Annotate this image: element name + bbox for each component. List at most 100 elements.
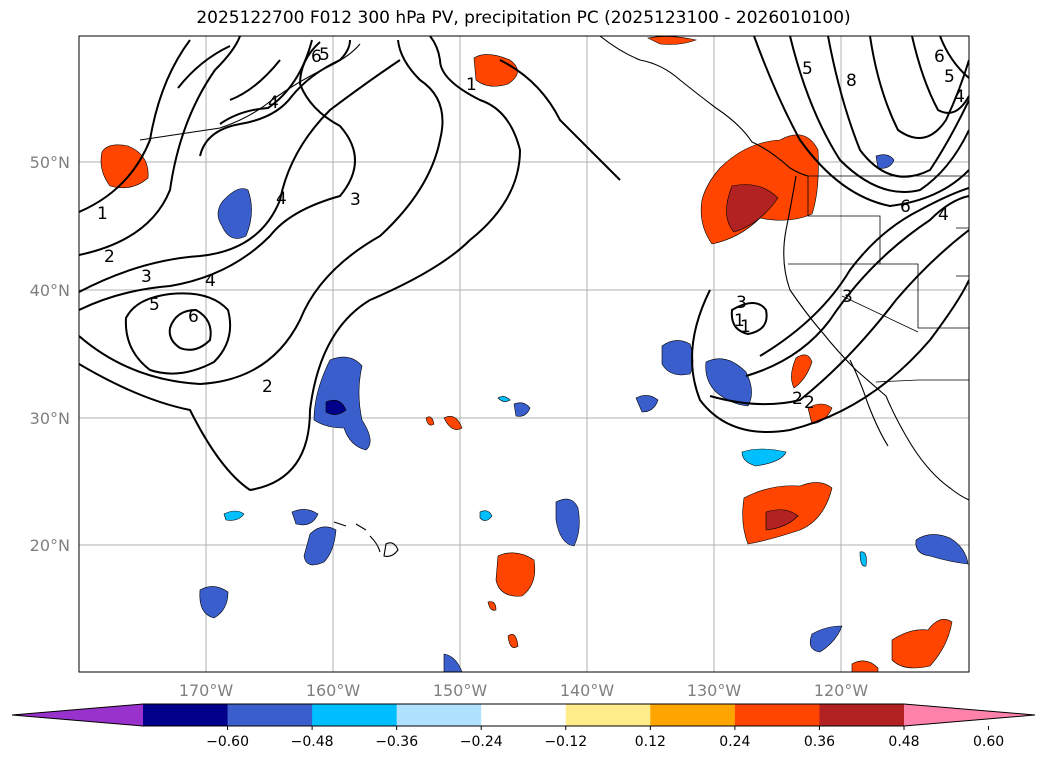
lon-label: 160°W bbox=[306, 681, 361, 700]
precip-negative-area bbox=[497, 396, 511, 402]
contour-label: 1 bbox=[466, 75, 477, 95]
precip-negative-area bbox=[705, 358, 752, 407]
precip-negative-area bbox=[809, 625, 843, 653]
colorbar-segment bbox=[143, 704, 229, 726]
lat-label: 50°N bbox=[30, 153, 70, 172]
lat-label: 40°N bbox=[30, 281, 70, 300]
border-us-mexico bbox=[875, 379, 969, 383]
state-border bbox=[841, 295, 919, 333]
lon-label: 130°W bbox=[687, 681, 742, 700]
pv-contour-4-east bbox=[759, 187, 969, 357]
colorbar-tick-label: 0.24 bbox=[719, 734, 750, 750]
colorbar-segment bbox=[481, 704, 567, 726]
contour-label: 5 bbox=[149, 295, 160, 315]
colorbar-segment bbox=[227, 704, 313, 726]
coastline-alaska-bc bbox=[599, 36, 809, 177]
contour-label: 6 bbox=[934, 47, 945, 67]
colorbar-segment bbox=[565, 704, 651, 726]
colorbar-segment bbox=[819, 704, 905, 726]
pv-contour-3-east bbox=[745, 195, 969, 377]
precip-positive-area bbox=[891, 619, 953, 669]
contour-label: 8 bbox=[846, 71, 857, 91]
contour-label: 3 bbox=[736, 293, 747, 313]
precip-negative-area bbox=[443, 653, 463, 672]
contour-label: 4 bbox=[268, 93, 279, 113]
contour-label: 2 bbox=[792, 389, 803, 409]
pv-contour-6-north bbox=[219, 39, 313, 125]
pv-contour-7-north bbox=[229, 59, 281, 101]
colorbar-tick-label: −0.48 bbox=[291, 734, 334, 750]
contour-label: 6 bbox=[900, 197, 911, 217]
contour-label: 1 bbox=[734, 311, 745, 331]
precip-negative-area bbox=[661, 340, 694, 376]
precip-negative-area bbox=[635, 395, 659, 413]
coastline-west-coast bbox=[783, 175, 969, 501]
contour-label: 4 bbox=[205, 271, 216, 291]
contour-labels: 1 2 3 4 5 6 4 3 4 1 5 6 1 2 3 5 8 6 5 4 … bbox=[97, 45, 965, 413]
contour-label: 2 bbox=[804, 393, 815, 413]
colorbar-tick-label: 0.36 bbox=[804, 734, 835, 750]
colorbar-tick-label: 0.12 bbox=[635, 734, 666, 750]
colorbar-extend-min bbox=[12, 704, 143, 726]
contour-label: 3 bbox=[141, 267, 152, 287]
colorbar-extend-max bbox=[904, 704, 1035, 726]
lon-label: 170°W bbox=[179, 681, 234, 700]
lon-label: 150°W bbox=[433, 681, 488, 700]
coastline-hawaii bbox=[333, 521, 399, 557]
contour-label: 1 bbox=[740, 317, 751, 337]
pv-contour-1-main bbox=[79, 36, 522, 492]
precip-positive-area bbox=[807, 403, 833, 425]
contour-label: 6 bbox=[188, 307, 199, 327]
contour-label: 4 bbox=[276, 189, 287, 209]
colorbar-segment bbox=[396, 704, 482, 726]
colorbar-tick-label: −0.60 bbox=[206, 734, 249, 750]
colorbar-tick-label: −0.36 bbox=[375, 734, 418, 750]
colorbar-segment bbox=[312, 704, 398, 726]
contour-label: 5 bbox=[802, 59, 813, 79]
map-title: 2025122700 F012 300 hPa PV, precipitatio… bbox=[196, 8, 851, 28]
precip-negative-area bbox=[291, 509, 319, 526]
pv-contour-5-east bbox=[753, 36, 969, 208]
pv-contour-2-east bbox=[709, 229, 969, 406]
precip-positive-area bbox=[495, 552, 536, 597]
contour-label: 2 bbox=[262, 377, 273, 397]
lon-label: 140°W bbox=[560, 681, 615, 700]
graticule bbox=[79, 36, 969, 672]
precip-positive-area bbox=[647, 36, 698, 45]
pv-contour-8-north bbox=[177, 45, 231, 89]
precip-negative-area bbox=[741, 448, 787, 467]
colorbar: −0.60 −0.48 −0.36 −0.24 −0.12 0.12 0.24 0.36 0.4… bbox=[11, 703, 1036, 750]
precip-negative-area bbox=[859, 551, 867, 567]
colorbar-tick-label: −0.24 bbox=[460, 734, 503, 750]
pv-contour-8-east bbox=[827, 36, 969, 178]
pv-contour-1-closed bbox=[730, 302, 768, 336]
longitude-labels: 170°W 160°W 150°W 140°W 130°W 120°W bbox=[179, 681, 869, 700]
pv-contour-6-east bbox=[789, 36, 969, 193]
contour-label: 5 bbox=[319, 45, 330, 65]
pv-contour-11-east bbox=[939, 36, 969, 79]
precip-positive-core bbox=[726, 184, 779, 233]
precip-positive-area bbox=[100, 144, 149, 189]
precip-positive-area bbox=[487, 601, 497, 611]
precip-positive-core bbox=[765, 509, 799, 531]
precip-negative-area bbox=[875, 154, 895, 169]
pv-contour-5-north bbox=[199, 39, 351, 157]
pv-contour-2-main bbox=[79, 39, 444, 386]
contour-label: 6 bbox=[311, 47, 322, 67]
pv-contour-6-closed bbox=[168, 308, 212, 351]
precip-negative-area bbox=[217, 188, 252, 239]
pv-contour-10-east bbox=[911, 36, 969, 114]
state-border bbox=[956, 227, 969, 277]
coastline-baja bbox=[849, 359, 889, 447]
precip-positive-area bbox=[851, 660, 879, 672]
colorbar-tick-label: 0.48 bbox=[888, 734, 919, 750]
contour-label: 5 bbox=[944, 67, 955, 87]
colorbar-outline bbox=[11, 703, 1036, 727]
pv-contour-1-east-trough bbox=[691, 279, 969, 433]
boundaries bbox=[788, 175, 969, 383]
colorbar-tick-label: 0.60 bbox=[973, 734, 1004, 750]
contour-label: 3 bbox=[350, 190, 361, 210]
lat-label: 30°N bbox=[30, 409, 70, 428]
precip-positive-area bbox=[507, 634, 519, 648]
